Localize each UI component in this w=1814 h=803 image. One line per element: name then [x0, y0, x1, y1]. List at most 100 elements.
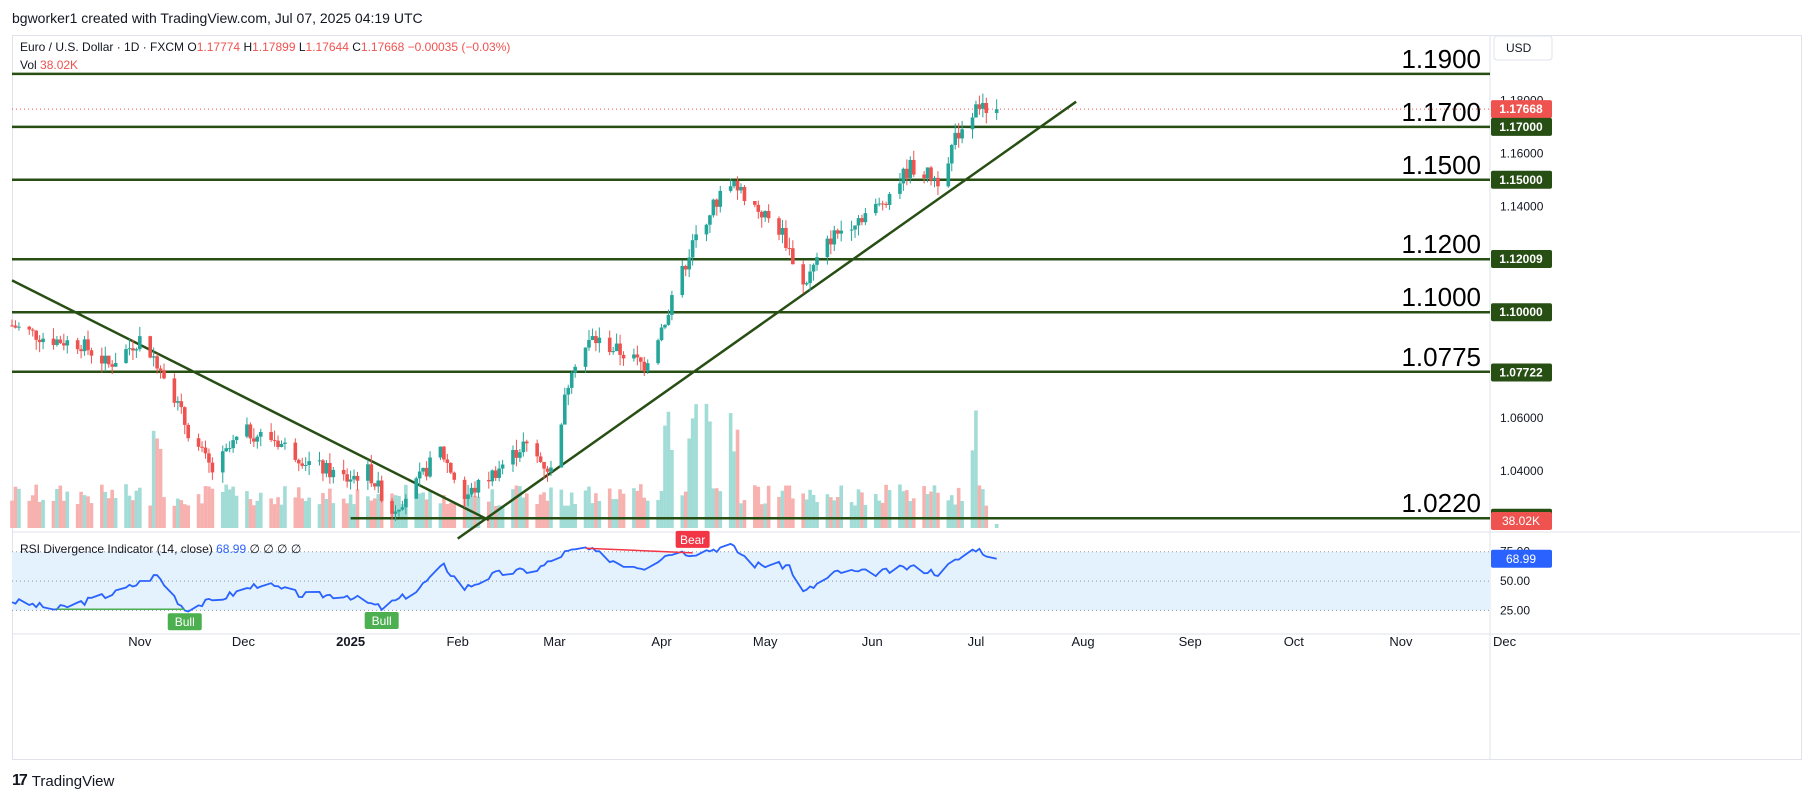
volume-bar-2025-01-20 — [414, 487, 419, 528]
level-label-5: 1.0775 — [1401, 342, 1481, 372]
candle-2025-06-06 — [887, 193, 892, 205]
candles — [10, 93, 999, 521]
volume-bar-2024-12-13 — [283, 486, 287, 528]
candle-2024-11-08 — [162, 370, 166, 379]
candle-2025-04-23 — [735, 180, 740, 191]
candle-2025-04-22 — [732, 180, 736, 187]
currency-box — [1493, 35, 1553, 61]
candle-2025-02-20 — [521, 441, 526, 453]
volume-bar-2025-01-01 — [348, 494, 353, 528]
volume-bar-2025-03-18 — [611, 499, 615, 528]
volume-bar-2025-02-07 — [476, 496, 481, 528]
candle-2025-01-21 — [417, 471, 422, 479]
candle-2024-11-20 — [203, 447, 208, 454]
volume-bar-2025-01-16 — [400, 504, 405, 528]
volume-bar-2024-11-01 — [138, 487, 142, 528]
candle-2024-12-03 — [248, 424, 253, 439]
volume-bar-2025-03-12 — [590, 503, 595, 528]
volume-bar-2025-05-16 — [815, 501, 819, 528]
volume-bar-2024-10-23 — [106, 498, 111, 528]
candle-2025-03-04 — [563, 394, 567, 425]
volume-bar-2025-07-03 — [981, 489, 985, 528]
candle-2025-04-14 — [704, 224, 709, 235]
candle-2025-01-24 — [428, 457, 432, 477]
candle-2025-07-02 — [977, 104, 982, 109]
time-tick-8: Jul — [968, 634, 985, 649]
volume-bar-2024-10-01 — [30, 495, 35, 528]
signal-badge-0 — [167, 613, 202, 631]
candle-2025-03-06 — [569, 372, 574, 388]
candle-2025-02-06 — [473, 487, 477, 493]
candle-2025-02-07 — [476, 479, 481, 493]
candle-2025-04-25 — [742, 186, 747, 202]
signal-label-1: Bull — [372, 614, 392, 628]
volume-bar-2025-04-30 — [759, 504, 764, 528]
volume-bar-2025-03-11 — [587, 486, 591, 528]
volume-bar-2025-02-03 — [462, 495, 467, 528]
volume-bar-2025-01-21 — [417, 493, 422, 528]
volume-bar-2025-07-02 — [977, 485, 982, 528]
candle-2025-05-06 — [780, 227, 785, 235]
volume-bar-2025-05-14 — [808, 489, 812, 528]
footer-logo[interactable]: 17 TradingView — [12, 772, 114, 790]
volume-bar-2025-04-28 — [753, 485, 757, 528]
candle-2025-01-07 — [369, 464, 374, 484]
volume-bar-2024-11-08 — [162, 497, 166, 528]
volume-bar-2024-10-29 — [127, 495, 132, 528]
volume-bar-2025-06-19 — [932, 485, 937, 528]
volume-bar-2025-03-31 — [656, 499, 660, 528]
volume-bar-2025-05-27 — [853, 505, 857, 528]
candle-2025-01-14 — [393, 511, 398, 514]
candle-2024-10-07 — [51, 338, 56, 345]
candle-2025-05-27 — [853, 225, 857, 230]
candle-2024-12-20 — [307, 461, 311, 466]
volume-bar-2025-02-28 — [549, 487, 553, 528]
volume-bar-2024-12-12 — [279, 504, 284, 528]
signal-label-0: Bull — [175, 615, 195, 629]
candle-2025-05-07 — [784, 227, 788, 248]
candle-2025-04-01 — [659, 327, 664, 341]
volume-bar-2024-12-06 — [258, 492, 263, 528]
volume-bar-2025-01-27 — [438, 503, 443, 528]
candle-2025-05-12 — [801, 264, 805, 285]
candle-2025-01-16 — [400, 507, 405, 510]
volume-bar-2025-05-05 — [777, 496, 781, 528]
rsi-value-badge — [1491, 549, 1552, 568]
candle-2025-01-06 — [366, 464, 370, 481]
candle-2024-12-02 — [245, 424, 249, 437]
volume-bar-2024-12-03 — [248, 499, 253, 528]
divergence-line-2 — [585, 547, 693, 554]
candle-2025-01-29 — [445, 459, 450, 463]
candle-2024-12-23 — [317, 460, 322, 462]
chart-frame[interactable] — [12, 35, 1802, 760]
rsi-name: RSI Divergence Indicator (14, close) — [20, 542, 216, 556]
candle-2025-04-02 — [663, 324, 667, 328]
volume-bar-2025-01-29 — [445, 504, 450, 528]
candle-2025-03-31 — [656, 340, 660, 364]
candle-2025-06-20 — [936, 177, 940, 187]
volume-bar-2025-02-19 — [518, 486, 522, 528]
candle-2025-01-20 — [414, 478, 419, 499]
level-label-6: 1.0220 — [1401, 488, 1481, 518]
price-badge-1.10000 — [1491, 303, 1552, 322]
volume-bar-2024-12-23 — [317, 504, 322, 528]
level-label-1: 1.1700 — [1401, 97, 1481, 127]
volume-bar-2025-04-09 — [687, 438, 691, 528]
candle-2025-06-09 — [898, 183, 902, 194]
candle-2024-12-11 — [276, 440, 280, 448]
candle-2025-06-17 — [925, 167, 930, 179]
volume-bar-2024-11-21 — [207, 486, 211, 528]
level-label-2: 1.1500 — [1401, 150, 1481, 180]
time-tick-11: Oct — [1284, 634, 1305, 649]
open-value: 1.17774 — [197, 40, 244, 54]
price-tick-1.04000: 1.04000 — [1500, 464, 1544, 478]
time-tick-4: Mar — [543, 634, 566, 649]
volume-bar-2024-10-16 — [82, 495, 87, 528]
candle-2024-11-11 — [172, 378, 177, 403]
price-badge-text-1.10000: 1.10000 — [1499, 305, 1543, 319]
candle-2024-10-03 — [37, 339, 42, 343]
volume-bar-2025-05-20 — [829, 497, 833, 528]
candle-2024-12-18 — [300, 463, 305, 466]
volume-bar-2025-02-13 — [497, 505, 501, 528]
